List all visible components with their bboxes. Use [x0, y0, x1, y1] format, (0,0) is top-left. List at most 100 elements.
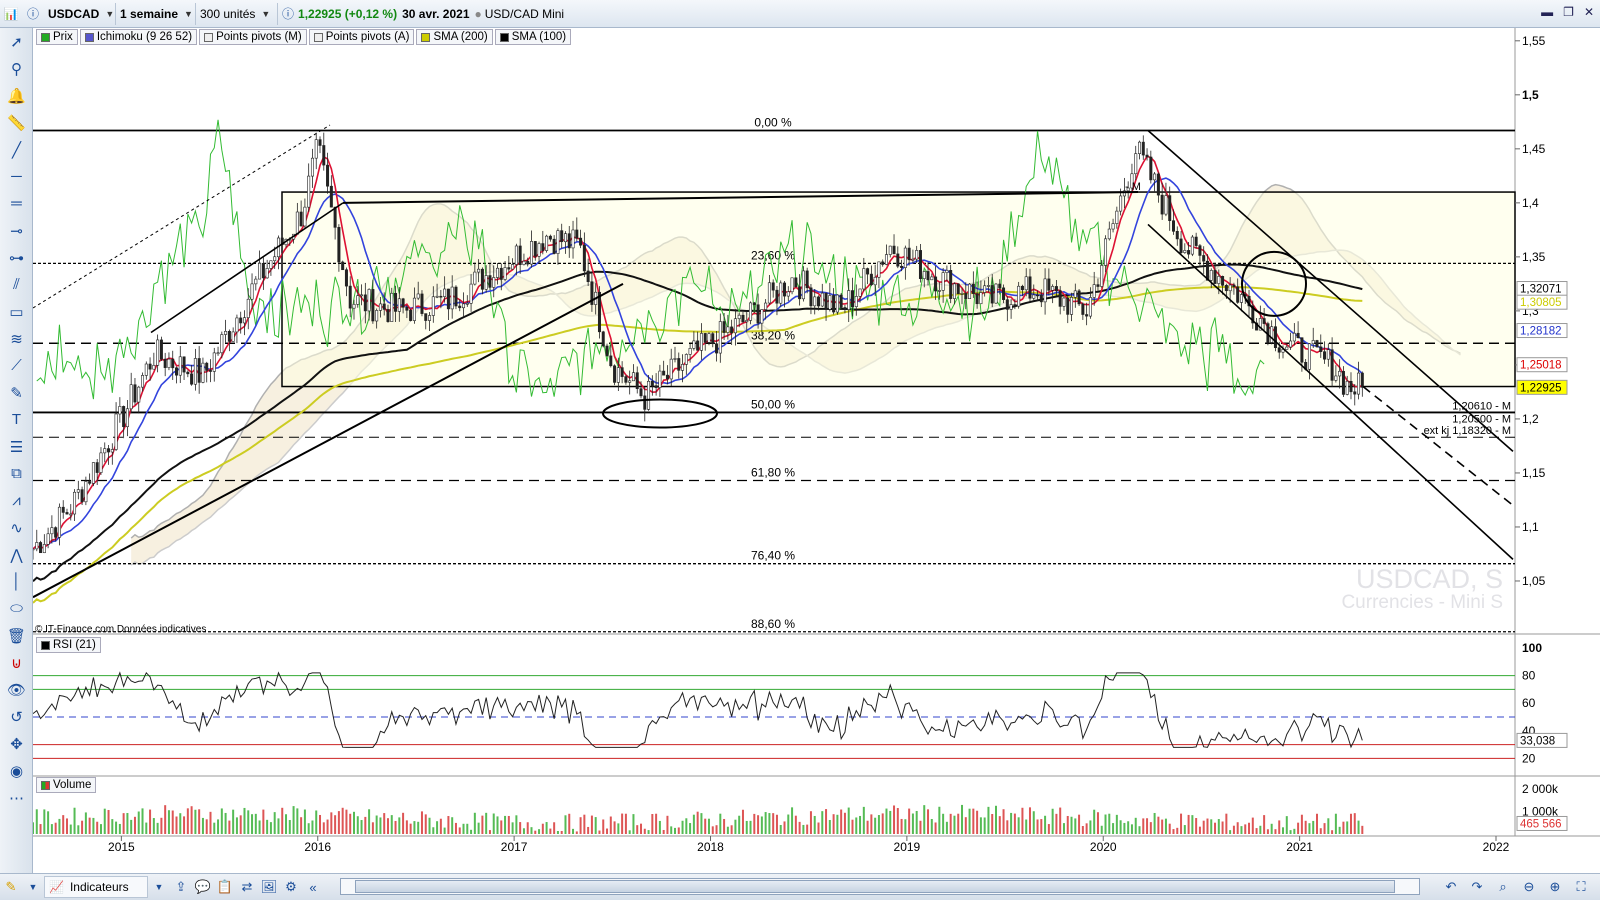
zoom-fit-icon[interactable]: ⌕ [1499, 879, 1507, 894]
candle-body [1171, 220, 1175, 232]
time-scrollbar[interactable] [340, 878, 1420, 895]
zoom-icon[interactable]: ⚲ [11, 60, 22, 78]
units-selector[interactable]: 300 unités ▼ [196, 2, 278, 25]
rsi-legend[interactable]: RSI (21) [36, 637, 101, 653]
candle-body [171, 358, 175, 369]
legend-label: SMA (100) [511, 31, 567, 43]
legend-item[interactable]: Points pivots (A) [308, 29, 415, 45]
volume-bar [1293, 828, 1296, 834]
candle-body [537, 243, 541, 257]
eye-icon[interactable]: 👁 [6, 681, 27, 699]
volume-bar [1300, 814, 1303, 834]
candle-body [941, 272, 945, 291]
fib-retracement-icon[interactable]: ☰ [9, 438, 24, 456]
indicators-button[interactable]: 📈 Indicateurs [44, 876, 148, 898]
volume-bar [292, 806, 295, 834]
cursor-icon[interactable]: ➚ [10, 33, 23, 51]
move-icon[interactable]: ✥ [10, 735, 23, 753]
legend-item[interactable]: Prix [36, 29, 78, 45]
segment-icon[interactable]: ⊶ [9, 249, 24, 267]
color-palette-icon[interactable]: ◉ [9, 762, 24, 780]
timeframe-selector[interactable]: 1 semaine ▼ [116, 2, 196, 25]
more-tools-icon[interactable]: ⋯ [9, 789, 24, 807]
volume-bar [334, 815, 337, 834]
candle-body [665, 374, 669, 380]
candle-body [647, 380, 651, 410]
scrollbar-thumb[interactable] [355, 880, 1395, 893]
candle-body [110, 449, 114, 453]
volume-bar [1338, 826, 1341, 834]
redo-icon[interactable]: ↷ [1471, 879, 1483, 894]
volume-bar [893, 805, 896, 834]
fan-icon[interactable]: ⟋ [11, 357, 22, 374]
volume-bar [1334, 813, 1337, 834]
volume-bar [723, 818, 726, 834]
volume-bar [1353, 813, 1356, 834]
ray-icon[interactable]: ⊸ [10, 222, 23, 240]
candle-body [182, 356, 186, 373]
close-icon[interactable]: ✕ [1583, 5, 1594, 19]
report-icon[interactable]: 📋 [216, 879, 234, 894]
trash-icon[interactable]: 🗑 [6, 627, 27, 645]
pen-icon[interactable]: ✎ [10, 384, 23, 402]
fib-extension-icon[interactable]: ⧉ [11, 465, 22, 482]
text-icon[interactable]: T [11, 411, 22, 428]
comment-icon[interactable]: 💬 [194, 879, 212, 894]
candle-body [552, 238, 556, 254]
zoom-in-icon[interactable]: ⊕ [1549, 879, 1561, 894]
pattern-icon[interactable]: ⩘ [12, 492, 21, 509]
collapse-icon[interactable]: « [309, 879, 317, 895]
trendline-icon[interactable]: ╱ [11, 141, 22, 159]
fibonacci-icon[interactable]: ≋ [10, 330, 23, 348]
magnet-icon[interactable]: ⊍ [11, 654, 22, 672]
channel-icon[interactable]: ⫽ [13, 276, 20, 293]
volume-bar [326, 819, 329, 834]
volume-bar [617, 823, 620, 834]
volume-bar [428, 817, 431, 834]
compare-icon[interactable]: ⇄ [241, 879, 253, 894]
volume-bar [730, 825, 733, 834]
legend-item[interactable]: Ichimoku (9 26 52) [79, 29, 198, 45]
indicators-dropdown-icon[interactable]: ▼ [154, 882, 164, 892]
settings-icon[interactable]: ⚙ [285, 879, 297, 894]
wave-icon[interactable]: ∿ [10, 519, 23, 537]
parallel-lines-icon[interactable]: ═ [11, 195, 22, 212]
elliott-icon[interactable]: ⋀ [10, 546, 23, 564]
candle-body [254, 278, 258, 285]
menu-arrow-icon[interactable]: ▼ [28, 882, 38, 892]
share-icon[interactable]: ⇪ [175, 879, 187, 894]
volume-legend[interactable]: Volume [36, 777, 97, 793]
vertical-line-icon[interactable]: │ [11, 573, 22, 590]
legend-item[interactable]: Points pivots (M) [199, 29, 307, 45]
symbol-selector[interactable]: USDCAD ▼ [44, 2, 116, 25]
ruler-icon[interactable]: 📏 [7, 114, 26, 132]
legend-item[interactable]: SMA (100) [494, 29, 572, 45]
volume-bar [1025, 819, 1028, 834]
info-icon[interactable]: ⓘ [26, 7, 39, 21]
restore-icon[interactable]: ❐ [1563, 5, 1574, 19]
candle-body [363, 294, 367, 312]
legend-item[interactable]: SMA (200) [416, 29, 493, 45]
screenshot-icon[interactable]: 🖼 [260, 879, 278, 894]
candle-body [979, 292, 983, 305]
undo-icon[interactable]: ↶ [1445, 879, 1457, 894]
rectangle-icon[interactable]: ▭ [9, 303, 24, 321]
undo-drawing-icon[interactable]: ↺ [10, 708, 23, 726]
drawing-pen-icon[interactable]: ✎ [5, 879, 17, 894]
price-tag-label: 1,28182 [1520, 326, 1562, 338]
zoom-out-icon[interactable]: ⊖ [1523, 879, 1535, 894]
alert-bell-icon[interactable]: 🔔 [7, 87, 26, 105]
volume-bar [1036, 819, 1039, 834]
candle-body [1213, 270, 1217, 284]
volume-bar [447, 816, 450, 834]
chart-type-icon[interactable]: 📊 [3, 6, 19, 21]
fullscreen-icon[interactable]: ⛶ [1576, 879, 1586, 894]
candle-body [1239, 294, 1243, 303]
candle-body [1202, 255, 1206, 262]
ellipse-icon[interactable]: ⬭ [10, 600, 23, 617]
candle-body [1224, 284, 1228, 292]
candle-body [107, 448, 111, 453]
minimize-icon[interactable]: ▬ [1541, 5, 1554, 19]
horizontal-line-icon[interactable]: ─ [11, 168, 22, 185]
